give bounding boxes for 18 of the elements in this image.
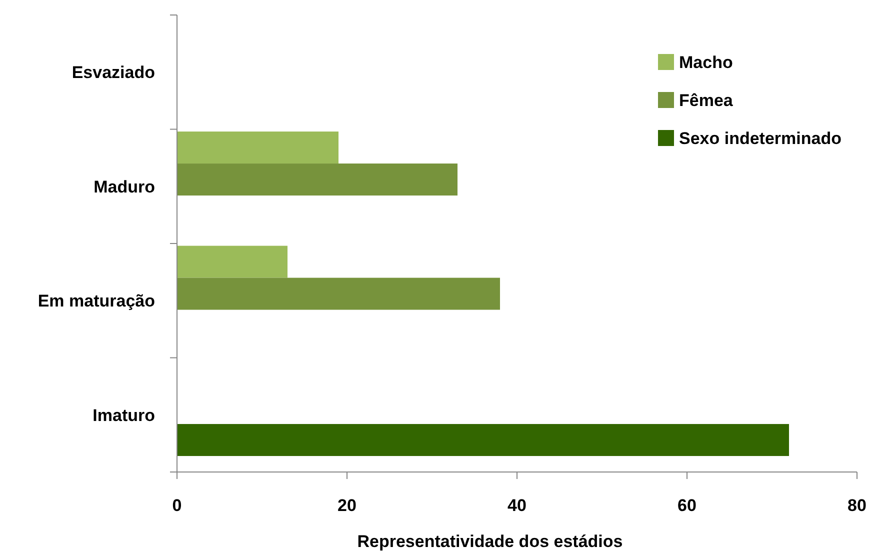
x-tick-label: 80 <box>848 496 866 515</box>
x-axis-title: Representatividade dos estádios <box>357 532 623 551</box>
bar <box>177 424 789 456</box>
x-tick-label: 40 <box>508 496 526 515</box>
legend-label: Sexo indeterminado <box>679 128 842 148</box>
x-tick-label: 0 <box>172 496 182 515</box>
y-tick-label: Maduro <box>94 177 155 196</box>
bar <box>177 246 288 278</box>
legend-label: Fêmea <box>679 90 734 110</box>
x-tick-label: 20 <box>338 496 356 515</box>
legend-label: Macho <box>679 52 733 72</box>
y-tick-label: Esvaziado <box>72 63 155 82</box>
x-tick-label: 60 <box>678 496 696 515</box>
y-tick-label: Em maturação <box>38 292 155 311</box>
bar <box>177 164 458 196</box>
bar <box>177 278 500 310</box>
bar <box>177 132 338 164</box>
y-tick-label: Imaturo <box>92 406 155 425</box>
